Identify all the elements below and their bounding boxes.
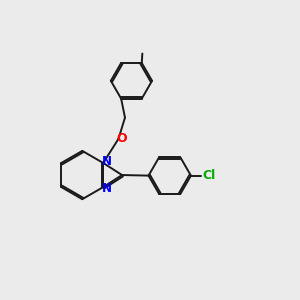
Text: Cl: Cl [202, 169, 215, 182]
Text: N: N [102, 182, 112, 195]
Text: N: N [102, 155, 112, 168]
Text: O: O [117, 132, 127, 145]
